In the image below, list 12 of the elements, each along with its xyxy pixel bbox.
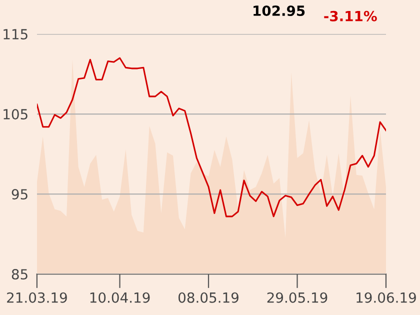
y-tick-label: 85 bbox=[12, 269, 28, 280]
line-series bbox=[36, 57, 386, 218]
y-tick-label: 105 bbox=[4, 109, 28, 120]
x-tick-label: 29.05.19 bbox=[267, 292, 328, 303]
x-tick-label: 21.03.19 bbox=[7, 292, 67, 303]
chart-subtitle: -3.11% bbox=[324, 10, 377, 22]
chart-title: 102.95 bbox=[254, 5, 305, 16]
y-tick-label: 115 bbox=[4, 29, 28, 40]
x-tick-label: 19.06.19 bbox=[356, 292, 416, 303]
y-tick-label: 95 bbox=[12, 189, 28, 200]
x-tick-label: 08.05.19 bbox=[178, 292, 238, 303]
x-tick-label: 10.04.19 bbox=[90, 292, 150, 303]
